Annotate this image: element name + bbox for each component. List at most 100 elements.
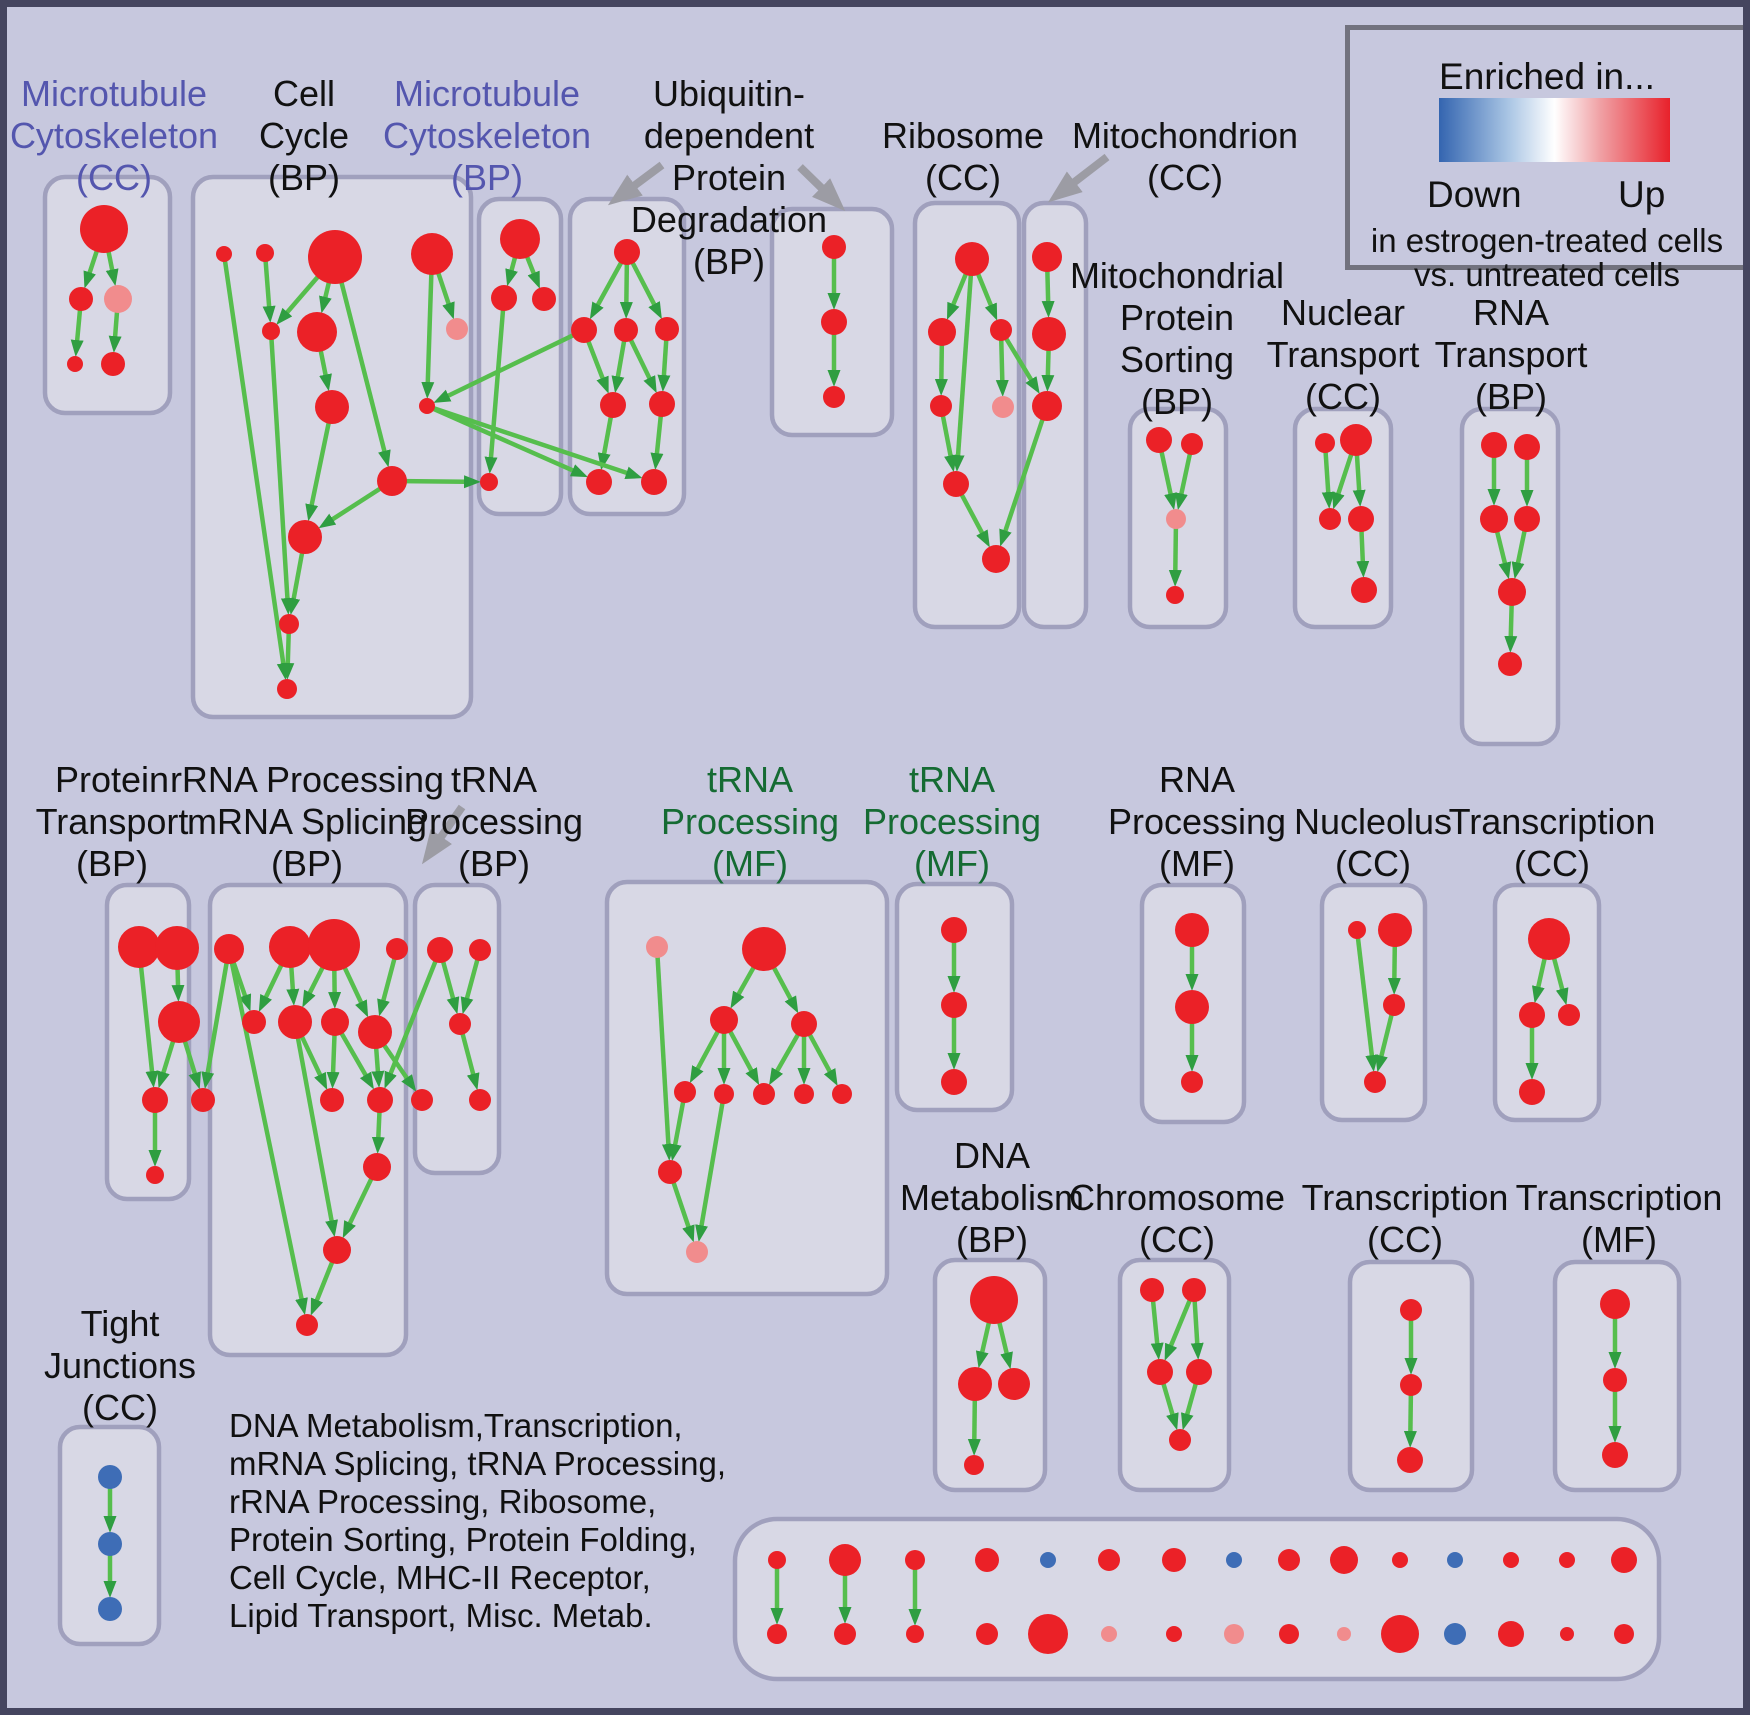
graph-node xyxy=(1166,1626,1182,1642)
legend-title: Enriched in... xyxy=(1439,56,1655,97)
graph-node xyxy=(571,317,597,343)
graph-node xyxy=(1337,1627,1351,1641)
graph-node xyxy=(714,1084,734,1104)
graph-node xyxy=(1348,506,1374,532)
cluster-label-rna-processing-mf: RNA Processing (MF) xyxy=(1107,759,1287,884)
cluster-box-misc-strip xyxy=(732,1516,1662,1682)
graph-node xyxy=(655,317,679,341)
graph-edge xyxy=(1511,529,1527,580)
graph-node xyxy=(905,1550,925,1570)
graph-edge xyxy=(585,339,609,394)
legend-caption-line2: vs. untreated cells xyxy=(1414,256,1680,293)
graph-edge xyxy=(440,960,460,1015)
cluster-label-mt-cc: Microtubule Cytoskeleton (CC) xyxy=(9,73,219,198)
graph-edge xyxy=(1551,956,1569,1006)
graph-edge xyxy=(940,414,957,473)
graph-node xyxy=(262,322,280,340)
graph-node xyxy=(1351,577,1377,603)
graph-node xyxy=(118,926,160,968)
graph-edge xyxy=(384,959,439,1089)
legend-down-label: Down xyxy=(1427,174,1522,215)
graph-node xyxy=(600,392,626,418)
graph-node xyxy=(1166,586,1184,604)
graph-node xyxy=(1098,1549,1120,1571)
graph-edge xyxy=(299,1034,328,1090)
graph-node xyxy=(323,1236,351,1264)
graph-edge xyxy=(1164,1298,1193,1361)
graph-edge xyxy=(771,965,799,1014)
graph-node xyxy=(742,927,786,971)
graph-edge xyxy=(269,337,294,615)
legend-caption-line1: in estrogen-treated cells xyxy=(1370,222,1724,259)
graph-node xyxy=(794,1084,814,1104)
graph-node xyxy=(821,309,847,335)
node-layer xyxy=(67,205,1637,1654)
cluster-label-tight-junctions: Tight Junctions (CC) xyxy=(43,1303,197,1428)
graph-node xyxy=(998,1368,1030,1400)
graph-node xyxy=(1181,433,1203,455)
graph-node xyxy=(104,285,132,313)
graph-node xyxy=(1519,1079,1545,1105)
graph-node xyxy=(586,469,612,495)
graph-edge xyxy=(524,254,540,289)
graph-node xyxy=(1364,1071,1386,1093)
mitochondrion-arrow xyxy=(1048,153,1110,203)
graph-node xyxy=(158,1001,200,1043)
graph-node xyxy=(832,1084,852,1104)
graph-edge xyxy=(1504,603,1518,653)
graph-node xyxy=(1603,1368,1627,1392)
cluster-label-cell-cycle: Cell Cycle (BP) xyxy=(258,73,350,198)
graph-node xyxy=(308,919,360,971)
graph-edge xyxy=(807,1032,838,1087)
graph-node xyxy=(101,352,125,376)
graph-node xyxy=(358,1015,392,1049)
graph-node xyxy=(419,398,435,414)
cluster-label-nuclear-transport: Nuclear Transport (CC) xyxy=(1266,292,1420,417)
graph-node xyxy=(1560,1627,1574,1641)
graph-node xyxy=(277,679,297,699)
graph-node xyxy=(321,1008,349,1036)
graph-edge xyxy=(105,250,119,287)
graph-edge xyxy=(138,965,159,1088)
graph-edge xyxy=(630,260,662,320)
graph-node xyxy=(1514,434,1540,460)
graph-node xyxy=(1498,578,1526,606)
cluster-label-chromosome: Chromosome (CC) xyxy=(1068,1177,1286,1260)
graph-node xyxy=(823,386,845,408)
graph-node xyxy=(1032,242,1062,272)
cluster-label-nucleolus: Nucleolus (CC) xyxy=(1293,801,1453,884)
graph-edge xyxy=(326,1033,340,1089)
graph-edge xyxy=(951,273,974,472)
graph-node xyxy=(1319,508,1341,530)
graph-edge xyxy=(1355,936,1379,1072)
graph-edge xyxy=(959,492,990,548)
graph-node xyxy=(146,1166,164,1184)
graph-edge xyxy=(727,1029,760,1086)
cluster-label-transcription-cc-bottom: Transcription (CC) xyxy=(1301,1177,1509,1260)
graph-node xyxy=(377,466,407,496)
cluster-label-trna-mf-small: tRNA Processing (MF) xyxy=(862,759,1042,884)
graph-node xyxy=(1182,1278,1206,1302)
cluster-label-mito-sorting: Mitochondrial Protein Sorting (BP) xyxy=(1069,255,1285,422)
trna-bp-arrow xyxy=(421,804,466,865)
graph-node xyxy=(753,1083,775,1105)
graph-edge xyxy=(433,332,576,403)
graph-edge xyxy=(769,1032,801,1086)
graph-edge xyxy=(975,1320,992,1369)
graph-edge xyxy=(1531,957,1548,1004)
graph-node xyxy=(1514,506,1540,532)
cluster-label-ubiquitin-a: Ubiquitin-dependent Protein Degradation (BP… xyxy=(630,73,828,282)
graph-edge xyxy=(505,255,518,287)
graph-edge xyxy=(1403,1393,1417,1448)
graph-node xyxy=(367,1087,393,1113)
cluster-label-protein-transport: Protein Transport (BP) xyxy=(35,759,189,884)
graph-edge xyxy=(946,272,969,320)
graph-node xyxy=(1330,1546,1358,1574)
graph-node xyxy=(1186,1359,1212,1385)
graph-node xyxy=(1381,1615,1419,1653)
graph-edge xyxy=(671,1180,695,1243)
graph-node xyxy=(943,471,969,497)
graph-node xyxy=(297,312,337,352)
graph-node xyxy=(191,1088,215,1112)
